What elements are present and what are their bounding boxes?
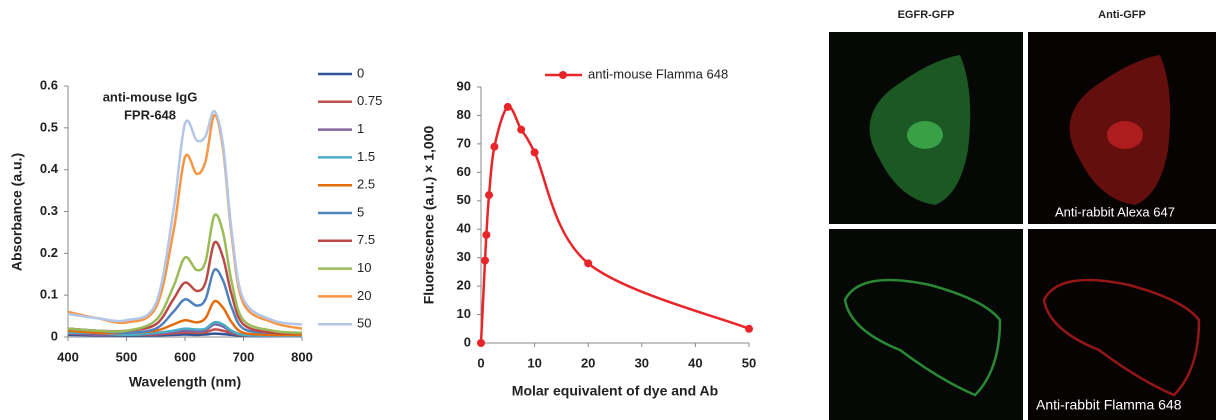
microscopy-panels: EGFR-GFP Anti-GFP Anti-rabbit Alexa 647 … (829, 9, 1216, 420)
series-line (67, 213, 303, 335)
y-tick-label: 20 (457, 278, 471, 293)
y-axis-title: Fluorescence (a.u.) × 1,000 (421, 126, 437, 305)
x-axis-title: Wavelength (nm) (129, 374, 241, 390)
marker (490, 142, 499, 151)
legend-label: 5 (357, 204, 364, 219)
green-cell-core (907, 121, 943, 149)
y-tick-label: 0.5 (40, 119, 58, 134)
y-tick-label: 30 (457, 249, 471, 264)
x-tick-label: 600 (174, 349, 196, 364)
legend-label: 1 (357, 121, 364, 136)
column-title: Anti-GFP (1098, 9, 1146, 21)
x-tick-label: 500 (116, 349, 138, 364)
legend-label: 50 (357, 316, 371, 331)
x-tick-label: 50 (742, 355, 756, 370)
y-tick-label: 0.6 (40, 77, 58, 92)
y-tick-label: 70 (457, 135, 471, 150)
x-tick-label: 700 (233, 349, 255, 364)
series-line (67, 268, 303, 335)
red-cell-image-2 (1028, 229, 1216, 420)
legend-label: 0.75 (357, 93, 382, 108)
x-axis-title: Molar equivalent of dye and Ab (512, 383, 718, 399)
legend-label: 2.5 (357, 177, 375, 192)
x-tick-label: 20 (581, 355, 595, 370)
series-line (67, 320, 303, 338)
marker (584, 259, 593, 268)
series-line (67, 114, 303, 330)
y-tick-label: 50 (457, 192, 471, 207)
marker (481, 256, 490, 265)
series-line (479, 105, 750, 344)
red-cell-outline (1042, 278, 1201, 397)
x-tick-label: 0 (477, 355, 484, 370)
y-tick-label: 80 (457, 107, 471, 122)
y-tick-label: 40 (457, 221, 471, 236)
legend-label: 10 (357, 260, 371, 275)
legend-label: 0 (357, 65, 364, 80)
legend-label: 7.5 (357, 232, 375, 247)
y-tick-label: 0 (464, 334, 471, 349)
x-tick-label: 30 (635, 355, 649, 370)
y-tick-label: 0.1 (40, 287, 58, 302)
annotation: anti-mouse IgG (103, 89, 198, 104)
legend-marker (559, 71, 567, 79)
y-tick-label: 0.3 (40, 203, 58, 218)
series-line (67, 109, 303, 326)
y-tick-label: 0.4 (40, 161, 59, 176)
x-tick-label: 10 (527, 355, 541, 370)
legend-label: 20 (357, 288, 371, 303)
row-label: Anti-rabbit Flamma 648 (1036, 397, 1182, 413)
legend-label: anti-mouse Flamma 648 (588, 66, 728, 81)
y-tick-label: 0.2 (40, 245, 58, 260)
y-tick-label: 90 (457, 78, 471, 93)
x-tick-label: 40 (688, 355, 702, 370)
y-tick-label: 0 (51, 328, 58, 343)
annotation: FPR-648 (124, 107, 176, 122)
y-tick-label: 10 (457, 306, 471, 321)
marker (517, 125, 526, 134)
marker (745, 324, 753, 333)
x-tick-label: 800 (291, 349, 313, 364)
green-cell-image-2 (829, 229, 1023, 420)
y-axis-title: Absorbance (a.u.) (9, 153, 25, 271)
marker (482, 230, 491, 239)
column-title: EGFR-GFP (898, 9, 955, 21)
green-cell-outline (843, 278, 1002, 397)
x-tick-label: 400 (57, 349, 79, 364)
marker (485, 191, 494, 200)
legend-label: 1.5 (357, 149, 375, 164)
row-label: Anti-rabbit Alexa 647 (1055, 204, 1175, 219)
marker (477, 339, 485, 347)
red-cell-core (1107, 121, 1143, 149)
marker (503, 102, 512, 111)
marker (530, 148, 539, 157)
y-tick-label: 60 (457, 164, 471, 179)
